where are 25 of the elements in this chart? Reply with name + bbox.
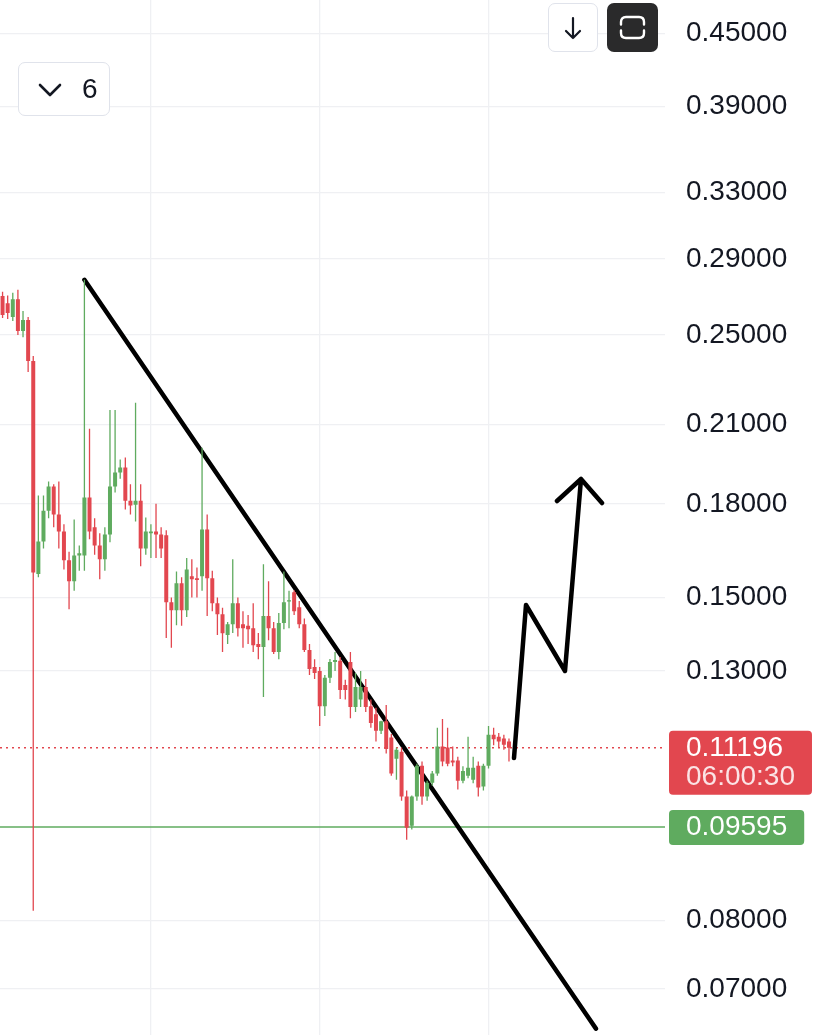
y-tick-label: 0.29000 <box>686 241 788 273</box>
candlestick <box>333 651 338 671</box>
candlestick <box>281 571 286 630</box>
y-tick-label: 0.13000 <box>686 653 788 685</box>
y-tick-label: 0.39000 <box>686 89 788 121</box>
candlestick <box>107 409 112 543</box>
annotation: 6 <box>82 73 98 105</box>
candlestick <box>67 551 72 610</box>
y-tick-label: 0.18000 <box>686 486 788 518</box>
y-tick-label: 0.25000 <box>686 317 788 349</box>
text: 06:00:30 <box>686 759 795 791</box>
y-tick-label: 0.15000 <box>686 580 788 612</box>
ref-line-label: 0.09595 <box>686 810 788 842</box>
candlestick <box>154 503 159 558</box>
dropdown-button: 6 <box>18 62 110 116</box>
ref-line-label: 0.11196 <box>686 730 784 762</box>
candlestick <box>21 311 26 338</box>
y-tick-label: 0.45000 <box>686 15 788 47</box>
candlestick <box>287 590 292 629</box>
y-tick-label: 0.07000 <box>686 971 788 1003</box>
candlestick <box>113 409 118 493</box>
candlestick <box>200 447 205 591</box>
y-tick-label: 0.33000 <box>686 175 788 207</box>
y-tick-label: 0.08000 <box>686 903 788 935</box>
y-tick-label: 0.21000 <box>686 407 788 439</box>
